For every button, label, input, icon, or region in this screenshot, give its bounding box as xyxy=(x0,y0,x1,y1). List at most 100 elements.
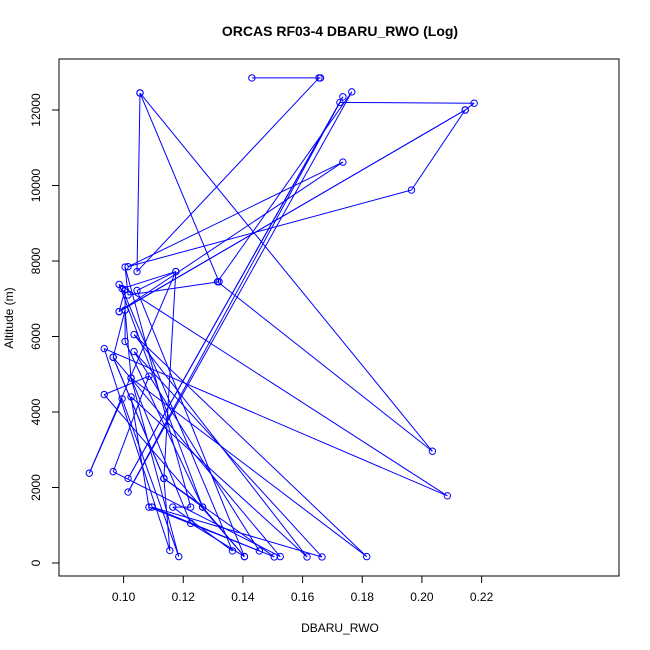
series-segment xyxy=(127,96,344,493)
series-segment xyxy=(464,102,475,111)
x-tick-label: 0.22 xyxy=(470,590,494,604)
data-point xyxy=(187,519,195,528)
data-point xyxy=(109,467,117,476)
data-point xyxy=(255,547,264,555)
series-segment xyxy=(202,506,245,557)
data-point xyxy=(276,552,284,561)
data-point xyxy=(240,552,249,561)
x-tick-label: 0.14 xyxy=(231,590,255,604)
series-segment xyxy=(118,161,344,313)
data-point xyxy=(443,492,451,500)
data-point xyxy=(172,267,180,276)
series-segment xyxy=(118,283,448,497)
x-tick-label: 0.12 xyxy=(172,590,196,604)
data-point xyxy=(85,469,93,477)
data-point xyxy=(127,374,135,382)
series-segment xyxy=(112,375,150,472)
data-point xyxy=(428,447,437,455)
series-segment xyxy=(339,101,475,104)
data-point xyxy=(130,347,138,356)
series-segment xyxy=(411,109,466,191)
data-point xyxy=(213,278,222,286)
series-segment xyxy=(139,92,220,282)
series-segment xyxy=(118,289,126,312)
data-point xyxy=(187,503,195,511)
series-segment xyxy=(127,281,220,296)
x-tick-label: 0.10 xyxy=(112,590,136,604)
data-point xyxy=(121,285,129,294)
data-point xyxy=(318,553,326,561)
data-point xyxy=(461,106,469,114)
data-point xyxy=(339,93,347,101)
series-segment xyxy=(217,91,353,283)
data-point xyxy=(348,88,356,96)
y-tick-label: 12000 xyxy=(29,93,43,127)
data-point xyxy=(407,186,416,194)
series-segment xyxy=(121,398,180,557)
data-point xyxy=(166,546,174,555)
data-point xyxy=(133,267,141,276)
series-segment xyxy=(104,375,150,396)
y-axis-label: Altitude (m) xyxy=(2,287,16,348)
data-point xyxy=(363,552,371,561)
series-segment xyxy=(217,281,433,452)
data-point xyxy=(115,280,123,289)
series-segment xyxy=(127,189,412,268)
data-point xyxy=(124,488,132,496)
x-axis-label: DBARU_RWO xyxy=(301,621,379,635)
series-points xyxy=(85,74,478,561)
series-segment xyxy=(130,377,192,524)
series-segment xyxy=(112,471,281,558)
series-segment xyxy=(88,271,177,474)
data-point xyxy=(169,503,177,511)
x-axis: 0.10 0.12 0.14 0.16 0.18 0.20 0.22 xyxy=(112,576,494,604)
series-segment xyxy=(118,284,204,508)
x-tick-label: 0.16 xyxy=(291,590,315,604)
y-tick-label: 6000 xyxy=(29,323,43,350)
series-segment xyxy=(112,356,281,557)
series-segment xyxy=(118,109,466,313)
y-tick-label: 8000 xyxy=(29,247,43,274)
series-segment xyxy=(124,341,204,508)
data-point xyxy=(336,98,344,107)
series-segment xyxy=(190,522,245,558)
data-point xyxy=(118,395,126,403)
data-point xyxy=(100,344,108,353)
data-point xyxy=(148,503,156,511)
data-point xyxy=(160,474,168,483)
data-point xyxy=(303,553,311,561)
series-segment xyxy=(124,310,132,379)
series-segment xyxy=(136,77,320,272)
data-point xyxy=(248,74,256,82)
data-point xyxy=(115,307,123,316)
series-segment xyxy=(151,506,275,558)
y-tick-label: 10000 xyxy=(29,168,43,202)
data-point xyxy=(470,99,478,107)
data-point xyxy=(109,353,117,361)
y-tick-label: 2000 xyxy=(29,474,43,501)
data-point xyxy=(315,74,323,82)
data-point xyxy=(145,503,153,511)
series-segment xyxy=(163,478,203,508)
data-point xyxy=(136,89,144,97)
chart-title: ORCAS RF03-4 DBARU_RWO (Log) xyxy=(222,23,458,39)
y-tick-label: 4000 xyxy=(29,398,43,425)
x-tick-label: 0.18 xyxy=(351,590,375,604)
series-segment xyxy=(136,93,141,272)
data-point xyxy=(130,330,138,339)
data-point xyxy=(228,547,237,555)
y-tick-label: 0 xyxy=(29,559,43,566)
series-lines xyxy=(88,77,475,558)
series-segment xyxy=(112,309,126,358)
series-segment xyxy=(163,478,171,551)
data-point xyxy=(124,262,132,271)
series-segment xyxy=(104,348,448,497)
series-segment xyxy=(136,271,177,291)
series-segment xyxy=(121,271,176,290)
series-segment xyxy=(112,357,165,479)
plot-frame xyxy=(58,58,620,577)
series-segment xyxy=(103,348,171,551)
y-axis: 0 2000 4000 6000 8000 10000 12000 xyxy=(29,93,59,566)
series-segment xyxy=(130,396,308,558)
